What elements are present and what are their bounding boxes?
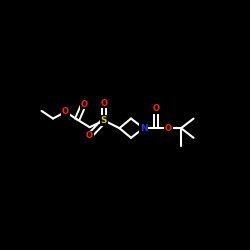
Text: S: S (101, 116, 107, 125)
Text: O: O (152, 104, 160, 114)
Text: O: O (62, 107, 69, 116)
Text: O: O (80, 100, 87, 108)
Text: O: O (165, 124, 172, 133)
Text: O: O (86, 132, 93, 140)
Text: N: N (140, 124, 147, 133)
Text: O: O (100, 99, 107, 108)
